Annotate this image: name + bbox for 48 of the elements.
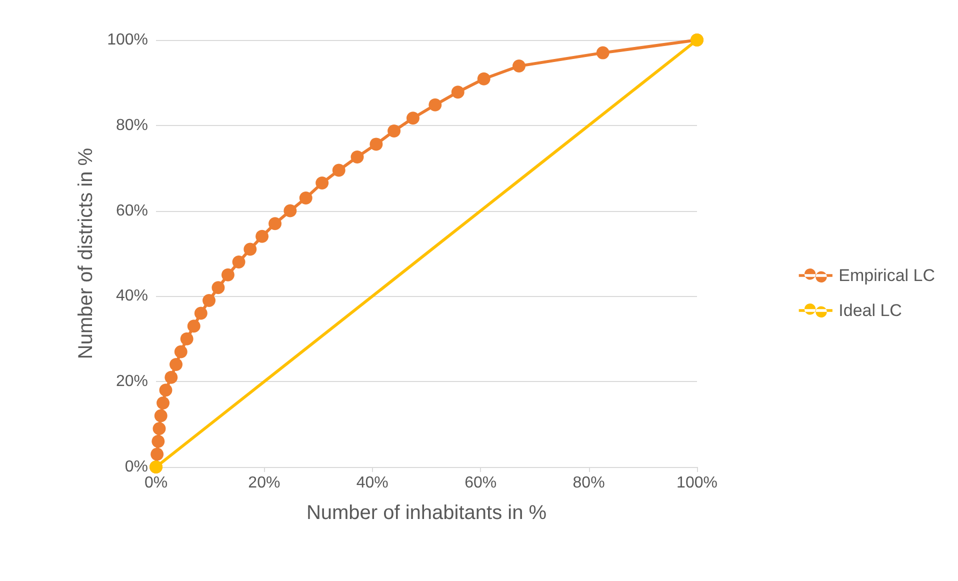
x-tick-label: 80% [572, 474, 605, 492]
point [428, 98, 442, 112]
point [477, 72, 490, 86]
point [152, 422, 166, 436]
point [388, 124, 401, 138]
point [299, 191, 312, 204]
point [332, 164, 346, 177]
x-axis-title: Number of inhabitants in % [306, 502, 547, 524]
point [221, 268, 234, 282]
y-tick-label: 20% [116, 373, 148, 390]
point [202, 294, 216, 307]
y-tick-label: 0% [124, 458, 148, 476]
y-tick-label: 100% [107, 32, 148, 48]
point [451, 86, 464, 99]
point [164, 370, 178, 384]
point [159, 384, 172, 397]
point [187, 320, 200, 333]
x-tick-label: 0% [144, 474, 168, 492]
point [370, 138, 383, 151]
y-tick-label: 60% [116, 202, 148, 220]
point [212, 281, 225, 294]
y-tick-label: 80% [116, 116, 148, 134]
point [596, 46, 610, 60]
point [154, 409, 168, 422]
point [350, 150, 364, 164]
point [194, 306, 208, 320]
x-tick-label: 20% [248, 474, 280, 492]
point [256, 230, 269, 243]
point [244, 242, 257, 256]
x-tick-label: 100% [676, 474, 718, 492]
point [512, 60, 526, 73]
point [170, 358, 183, 372]
point [268, 217, 282, 230]
point [174, 345, 188, 358]
point [232, 256, 246, 269]
point [156, 396, 170, 410]
point [150, 448, 164, 461]
y-axis-title: Number of districts in % [75, 148, 98, 360]
legend-label: Empirical LC [838, 266, 936, 285]
y-tick-label: 40% [116, 288, 148, 305]
x-tick-label: 60% [464, 474, 497, 492]
point [152, 434, 165, 448]
x-tick-label: 40% [356, 474, 388, 492]
point [284, 204, 297, 218]
legend-label: Ideal LC [838, 301, 902, 320]
point [406, 112, 420, 125]
point [180, 332, 194, 346]
point [316, 176, 329, 190]
